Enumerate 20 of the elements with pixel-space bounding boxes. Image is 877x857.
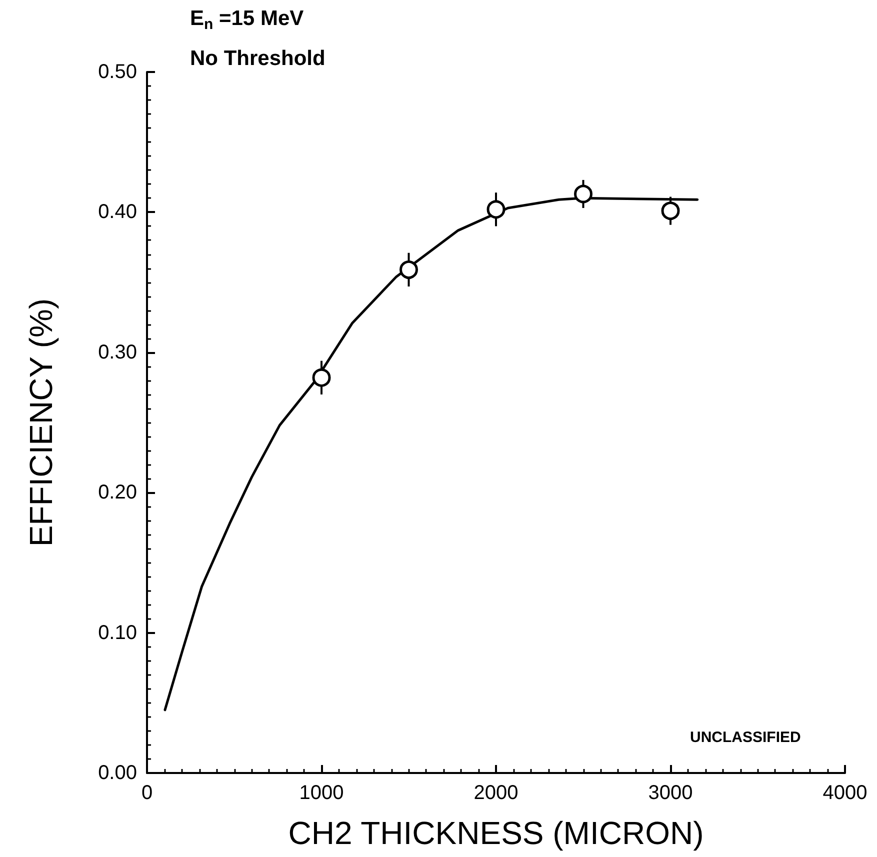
x-tick-label: 2000 <box>474 782 518 804</box>
y-tick-label: 0.10 <box>98 622 137 644</box>
y-tick-label: 0.20 <box>98 482 137 504</box>
y-axis-title: EFFICIENCY (%) <box>23 298 59 547</box>
y-tick-label: 0.30 <box>98 341 137 364</box>
y-tick-label: 0.00 <box>98 762 137 784</box>
x-tick-label: 3000 <box>648 782 693 804</box>
x-tick-label: 1000 <box>299 782 344 804</box>
x-axis-title: CH2 THICKNESS (MICRON) <box>288 815 704 851</box>
point <box>661 202 680 220</box>
x-tick-label: 0 <box>141 782 153 804</box>
y-tick-label: 0.40 <box>98 201 137 224</box>
y-tick-label: 0.50 <box>98 61 137 83</box>
point <box>400 260 418 279</box>
text: No Threshold <box>190 47 326 70</box>
annotation: UNCLASSIFIED <box>690 729 802 746</box>
point <box>312 368 331 387</box>
x-tick-label: 4000 <box>822 782 868 804</box>
point <box>486 200 506 219</box>
point <box>574 184 592 204</box>
